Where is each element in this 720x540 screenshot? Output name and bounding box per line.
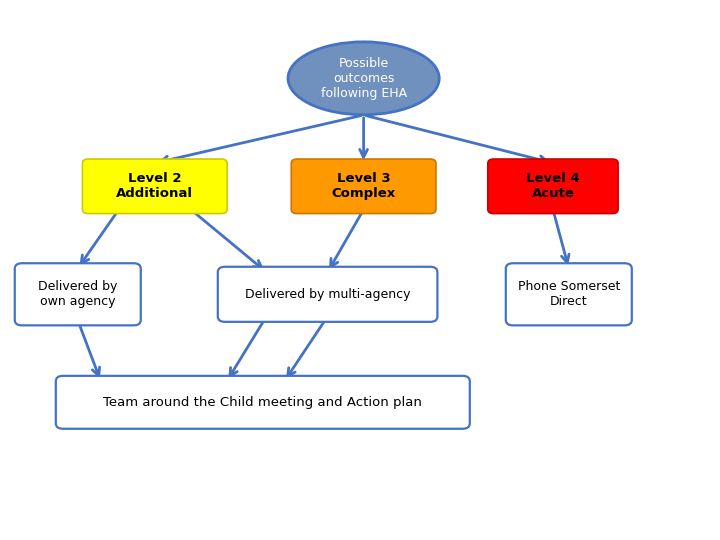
Text: Phone Somerset
Direct: Phone Somerset Direct: [518, 280, 620, 308]
FancyBboxPatch shape: [291, 159, 436, 213]
Text: Delivered by multi-agency: Delivered by multi-agency: [245, 288, 410, 301]
FancyBboxPatch shape: [82, 159, 228, 213]
FancyBboxPatch shape: [505, 263, 632, 325]
Text: Level 4
Acute: Level 4 Acute: [526, 172, 580, 200]
FancyBboxPatch shape: [217, 267, 438, 322]
Text: Possible
outcomes
following EHA: Possible outcomes following EHA: [320, 57, 407, 100]
FancyBboxPatch shape: [488, 159, 618, 213]
Ellipse shape: [288, 42, 439, 115]
Text: Level 3
Complex: Level 3 Complex: [331, 172, 396, 200]
Text: Level 2
Additional: Level 2 Additional: [117, 172, 193, 200]
FancyBboxPatch shape: [55, 376, 470, 429]
Text: Delivered by
own agency: Delivered by own agency: [38, 280, 117, 308]
FancyBboxPatch shape: [14, 263, 141, 325]
Text: Team around the Child meeting and Action plan: Team around the Child meeting and Action…: [104, 396, 422, 409]
